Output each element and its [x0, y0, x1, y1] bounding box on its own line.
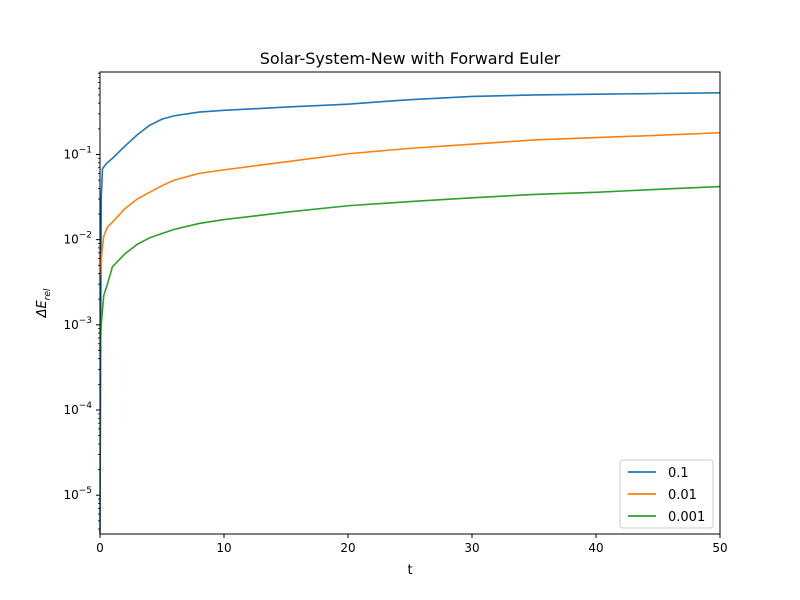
y-tick-exponent: −2 — [79, 231, 92, 241]
y-tick-label: 10−2 — [63, 231, 92, 247]
y-tick-exponent: −1 — [79, 145, 92, 155]
legend: 0.1 0.01 0.001 — [619, 459, 714, 529]
legend-frame — [619, 459, 714, 529]
y-axis-label-subscript: rel — [43, 288, 53, 300]
x-tick-label: 30 — [464, 541, 479, 555]
series-line-0-01 — [99, 131, 721, 279]
series-line-0-1 — [99, 92, 721, 535]
y-tick-mantissa: 10 — [63, 318, 78, 332]
x-tick-label: 0 — [96, 541, 104, 555]
y-tick-exponent: −5 — [79, 486, 92, 496]
plot-lines — [99, 92, 721, 535]
y-tick-mantissa: 10 — [63, 488, 78, 502]
y-tick-mantissa: 10 — [63, 403, 78, 417]
x-tick-label: 20 — [340, 541, 355, 555]
y-axis: 10−510−410−310−210−1 — [63, 72, 100, 530]
y-axis-label: ΔErel — [35, 288, 53, 318]
y-tick-label: 10−4 — [63, 401, 92, 417]
y-tick-exponent: −4 — [79, 401, 93, 411]
y-tick-mantissa: 10 — [63, 233, 78, 247]
legend-label: 0.001 — [668, 510, 705, 525]
x-tick-label: 50 — [712, 541, 727, 555]
chart-title: Solar-System-New with Forward Euler — [260, 49, 561, 68]
y-tick-label: 10−5 — [63, 486, 92, 502]
x-tick-label: 40 — [588, 541, 603, 555]
y-tick-mantissa: 10 — [63, 147, 78, 161]
plot-frame — [99, 71, 721, 535]
x-tick-label: 10 — [216, 541, 231, 555]
legend-label: 0.01 — [668, 488, 697, 503]
y-axis-label-base: ΔE — [35, 300, 50, 319]
x-axis-label: t — [407, 563, 412, 578]
series-line-0-001 — [99, 185, 721, 351]
y-tick-label: 10−3 — [63, 316, 92, 332]
x-axis: 0 10 20 30 40 50 — [96, 534, 728, 555]
y-tick-exponent: −3 — [79, 316, 92, 326]
legend-label: 0.1 — [668, 466, 689, 481]
y-tick-label: 10−1 — [63, 145, 92, 161]
